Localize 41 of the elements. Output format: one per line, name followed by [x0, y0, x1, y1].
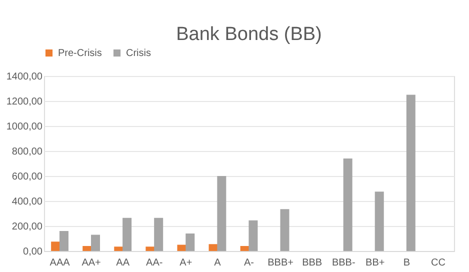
- bar: [208, 244, 218, 251]
- bar: [177, 244, 186, 251]
- x-tick-label: BB+: [366, 258, 385, 268]
- bar: [217, 176, 226, 251]
- bar: [186, 234, 195, 251]
- x-tick-label: CC: [431, 258, 446, 268]
- bar: [374, 192, 384, 251]
- x-tick-label: A+: [180, 258, 192, 268]
- bar: [82, 246, 92, 251]
- bar: [51, 242, 60, 251]
- x-tick-label: A: [214, 258, 222, 268]
- bar: [122, 218, 132, 251]
- bar: [146, 246, 155, 251]
- bar: [343, 158, 352, 251]
- x-tick-label: B: [403, 258, 410, 268]
- y-tick-label: 400,00: [12, 196, 43, 208]
- y-tick-label: 1000,00: [6, 122, 43, 132]
- x-tick-label: AAA: [50, 258, 70, 268]
- bar: [248, 220, 258, 251]
- x-tick-label: AA-: [146, 258, 163, 268]
- bar: [59, 231, 68, 251]
- x-tick-label: BBB: [302, 258, 322, 268]
- y-tick-label: 1200,00: [6, 96, 43, 108]
- y-tick-label: 800,00: [12, 146, 43, 158]
- bar: [280, 209, 290, 251]
- chart-title: Bank Bonds (BB): [176, 24, 322, 45]
- x-tick-label: AA: [116, 258, 130, 268]
- legend-label: Crisis: [126, 48, 151, 59]
- x-tick-label: A-: [244, 258, 254, 268]
- y-tick-label: 600,00: [12, 172, 43, 182]
- bar: [154, 218, 164, 251]
- bar: [406, 94, 416, 251]
- x-tick-label: BBB-: [332, 258, 356, 268]
- x-tick-label: BBB+: [268, 258, 294, 268]
- y-tick-label: 0,00: [23, 246, 43, 258]
- bar: [114, 246, 124, 251]
- y-tick-label: 200,00: [12, 222, 43, 232]
- x-tick-label: AA+: [82, 258, 102, 268]
- y-tick-label: 1400,00: [6, 72, 43, 82]
- legend-label: Pre-Crisis: [58, 48, 102, 59]
- bar: [91, 234, 100, 251]
